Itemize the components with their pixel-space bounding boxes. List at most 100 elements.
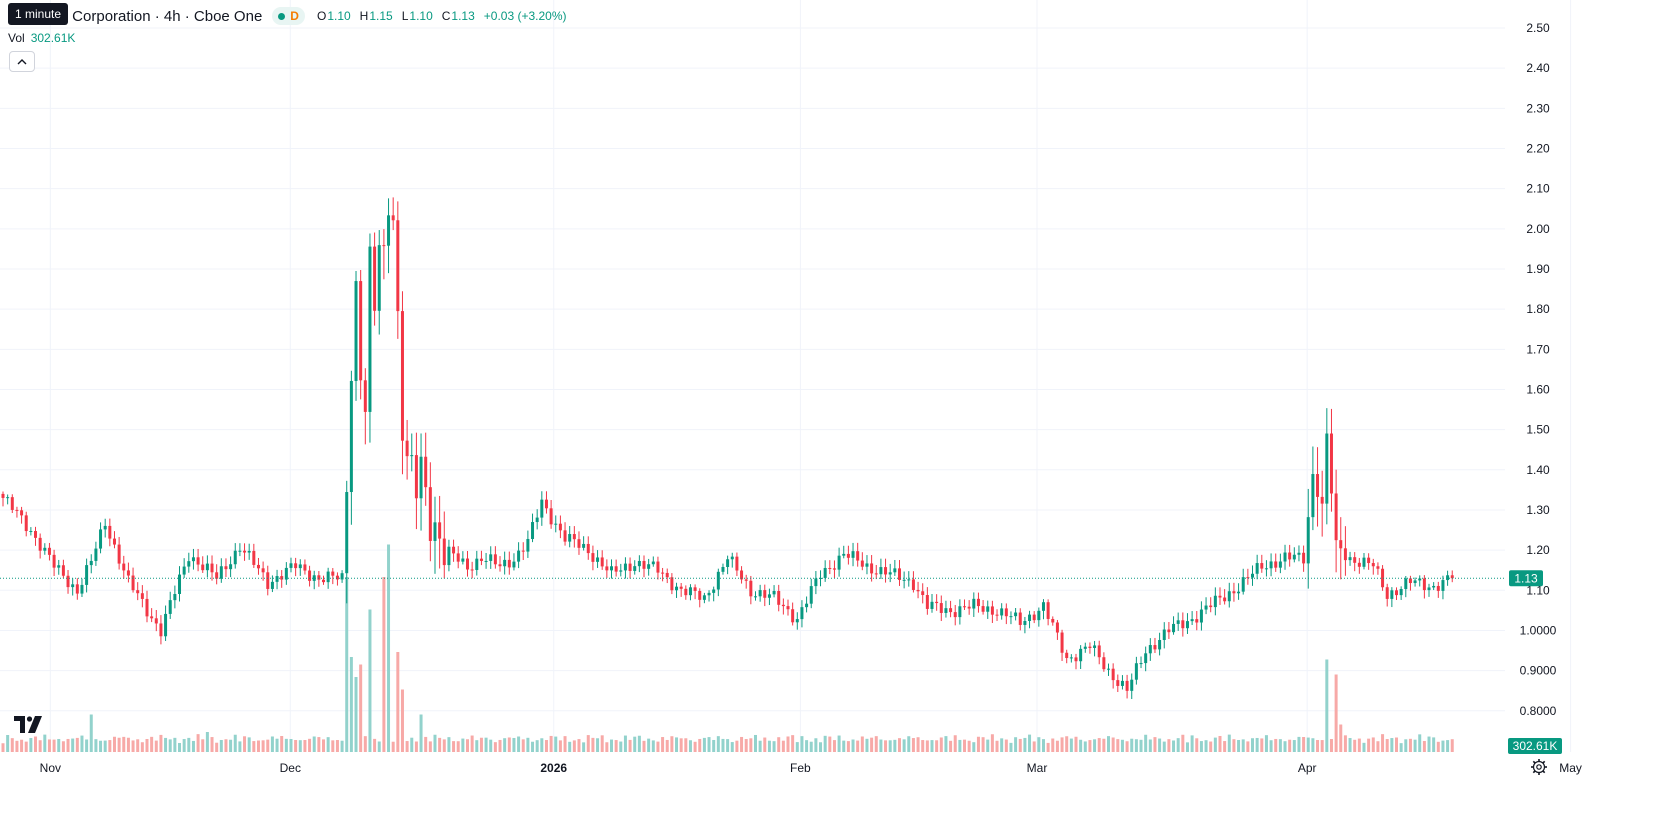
- candle[interactable]: [558, 515, 562, 539]
- candle[interactable]: [1283, 544, 1287, 570]
- candle[interactable]: [1413, 577, 1417, 587]
- candle[interactable]: [911, 571, 915, 593]
- candle[interactable]: [456, 546, 460, 569]
- candle[interactable]: [1185, 613, 1189, 634]
- candle[interactable]: [521, 542, 525, 561]
- candle[interactable]: [205, 555, 209, 578]
- candle[interactable]: [43, 543, 47, 555]
- candle[interactable]: [52, 549, 56, 576]
- candle[interactable]: [651, 556, 655, 567]
- candle[interactable]: [47, 542, 51, 561]
- candle[interactable]: [1074, 653, 1078, 670]
- candle[interactable]: [1083, 642, 1087, 653]
- candle[interactable]: [1432, 582, 1436, 591]
- candle[interactable]: [1325, 408, 1329, 525]
- candle[interactable]: [493, 546, 497, 569]
- candle[interactable]: [800, 600, 804, 628]
- candle[interactable]: [1037, 607, 1041, 627]
- candle[interactable]: [103, 518, 107, 538]
- candle[interactable]: [1116, 674, 1120, 692]
- candle[interactable]: [94, 541, 98, 566]
- candle[interactable]: [466, 551, 469, 577]
- candle[interactable]: [930, 594, 934, 613]
- candle[interactable]: [1316, 447, 1320, 527]
- candle[interactable]: [976, 592, 980, 613]
- candle[interactable]: [173, 585, 177, 609]
- candle[interactable]: [29, 527, 33, 536]
- candle[interactable]: [563, 522, 567, 546]
- candle[interactable]: [828, 560, 832, 575]
- candle[interactable]: [322, 575, 326, 585]
- candle[interactable]: [665, 568, 669, 584]
- candle[interactable]: [865, 555, 869, 575]
- candle[interactable]: [154, 609, 158, 632]
- candle[interactable]: [131, 567, 135, 593]
- candle[interactable]: [753, 591, 757, 601]
- candle[interactable]: [178, 566, 182, 602]
- candle[interactable]: [108, 518, 112, 547]
- candle[interactable]: [925, 587, 929, 615]
- candle[interactable]: [1399, 586, 1403, 600]
- candle[interactable]: [1288, 544, 1292, 567]
- candle[interactable]: [359, 269, 363, 400]
- candle[interactable]: [517, 542, 521, 569]
- candle[interactable]: [1032, 611, 1036, 624]
- candle[interactable]: [884, 558, 888, 583]
- candle[interactable]: [1381, 565, 1385, 591]
- candle[interactable]: [1046, 599, 1050, 626]
- candle[interactable]: [1450, 570, 1454, 583]
- candle[interactable]: [981, 600, 985, 615]
- candle[interactable]: [619, 563, 623, 577]
- candle[interactable]: [298, 559, 302, 576]
- candle[interactable]: [856, 542, 860, 567]
- candle[interactable]: [661, 567, 665, 582]
- candle[interactable]: [879, 558, 883, 580]
- candle[interactable]: [702, 592, 706, 604]
- candle[interactable]: [210, 555, 214, 581]
- candle[interactable]: [726, 555, 730, 575]
- candle[interactable]: [479, 550, 483, 566]
- candle[interactable]: [814, 571, 818, 595]
- candle[interactable]: [1107, 663, 1111, 676]
- candle[interactable]: [1246, 568, 1250, 585]
- candle[interactable]: [1199, 601, 1203, 631]
- candle[interactable]: [424, 432, 428, 506]
- candle[interactable]: [340, 570, 344, 583]
- candle[interactable]: [535, 509, 539, 530]
- candle[interactable]: [1371, 558, 1375, 575]
- candle[interactable]: [642, 555, 646, 578]
- candle[interactable]: [238, 543, 242, 557]
- candle[interactable]: [907, 571, 911, 587]
- candle[interactable]: [819, 570, 823, 587]
- candle[interactable]: [712, 586, 716, 602]
- candle[interactable]: [1274, 553, 1278, 572]
- candle[interactable]: [1436, 581, 1440, 598]
- candle[interactable]: [921, 583, 925, 604]
- candle[interactable]: [842, 545, 846, 559]
- candle[interactable]: [1153, 637, 1157, 654]
- candle[interactable]: [586, 536, 590, 560]
- candle[interactable]: [1302, 545, 1306, 572]
- candle[interactable]: [1390, 587, 1394, 608]
- candle[interactable]: [1111, 663, 1115, 689]
- candle[interactable]: [860, 552, 864, 571]
- candle[interactable]: [716, 568, 720, 597]
- candle[interactable]: [953, 604, 957, 626]
- candle[interactable]: [605, 559, 609, 578]
- candle[interactable]: [1251, 565, 1255, 586]
- candle[interactable]: [1376, 562, 1380, 575]
- candle[interactable]: [893, 559, 897, 576]
- candle[interactable]: [730, 552, 734, 568]
- candle[interactable]: [261, 561, 265, 581]
- candle[interactable]: [1139, 656, 1143, 669]
- candle[interactable]: [1181, 612, 1185, 637]
- candle[interactable]: [596, 550, 600, 568]
- candle[interactable]: [1269, 553, 1273, 577]
- candle[interactable]: [902, 571, 906, 589]
- candle[interactable]: [531, 513, 535, 543]
- candle[interactable]: [1130, 673, 1134, 700]
- candle[interactable]: [809, 578, 813, 609]
- candle[interactable]: [1000, 603, 1004, 620]
- candle[interactable]: [888, 563, 892, 583]
- candle[interactable]: [795, 612, 799, 630]
